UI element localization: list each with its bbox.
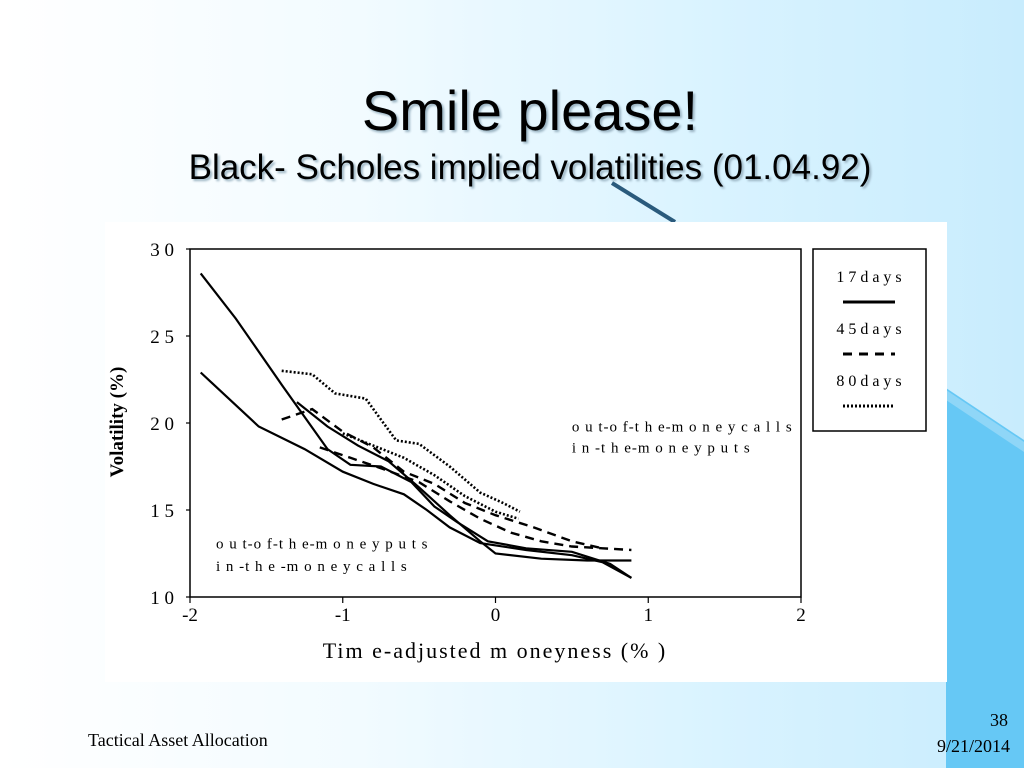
annotation: o u t-o f-t h e-m o n e y p u t s — [216, 536, 429, 552]
series-line-dotted-5 — [281, 369, 521, 513]
y-tick-label: 2 5 — [150, 327, 174, 348]
series-line-dotted-6 — [342, 432, 519, 520]
annotation: i n -t h e-m o n e y p u t s — [572, 441, 751, 457]
x-tick-label: 1 — [644, 605, 654, 626]
accent-line — [610, 181, 677, 224]
footer-title: Tactical Asset Allocation — [88, 730, 268, 750]
y-tick-label: 3 0 — [150, 240, 174, 261]
series-line-dashed-3 — [319, 446, 632, 552]
accent-triangle-shadow — [946, 390, 1024, 452]
series-line-solid-2 — [296, 401, 632, 562]
legend-label: 8 0 d a y s — [836, 373, 901, 390]
x-tick-label: -2 — [182, 605, 198, 626]
volatility-chart: -2 -1 0 1 2 1 0 1 5 2 0 2 5 3 0 o u t-o f-t h e-m… — [107, 240, 927, 663]
chart-panel: -2 -1 0 1 2 1 0 1 5 2 0 2 5 3 0 o u t-o f-t h e-m… — [105, 222, 947, 682]
footer-date: 9/21/2014 — [936, 736, 1010, 756]
annotation: o u t-o f-t h e-m o n e y c a l l s — [572, 420, 793, 436]
slide-subtitle: Black- Scholes implied volatilities (01.… — [188, 148, 872, 187]
annotation: i n -t h e -m o n e y c a l l s — [216, 559, 408, 575]
y-tick-label: 1 0 — [150, 588, 174, 609]
y-axis-label: Volatility (%) — [107, 367, 128, 478]
x-tick-label: -1 — [335, 605, 351, 626]
y-tick-label: 1 5 — [150, 501, 174, 522]
x-tick-label: 2 — [796, 605, 806, 626]
legend-box — [812, 248, 927, 432]
legend-label: 4 5 d a y s — [836, 321, 901, 338]
accent-triangle — [946, 388, 1024, 768]
page-number: 38 — [990, 710, 1008, 730]
series-line-dashed-4 — [281, 407, 603, 550]
x-axis-label: Tim e-adjusted m oneyness (% ) — [323, 638, 668, 663]
legend-label: 1 7 d a y s — [836, 269, 901, 286]
y-tick-label: 2 0 — [150, 414, 174, 435]
slide-title: Smile please! — [361, 79, 699, 142]
series-line-solid-1 — [199, 371, 632, 579]
series-line-solid-0 — [199, 272, 633, 579]
x-tick-label: 0 — [491, 605, 501, 626]
